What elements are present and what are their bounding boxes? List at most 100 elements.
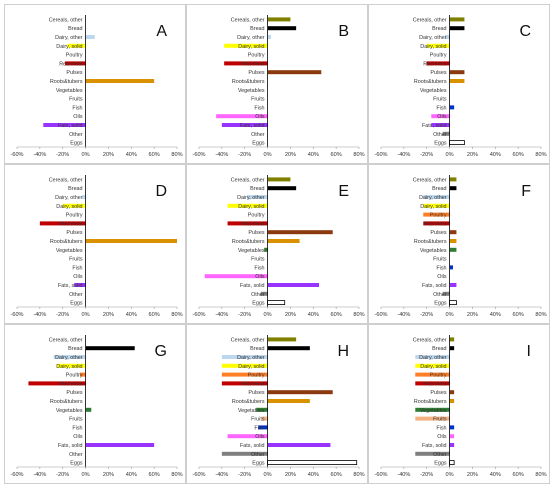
category-label: Vegetables <box>238 408 265 414</box>
category-label: Vegetables <box>238 248 265 254</box>
x-tick-label: 20% <box>467 472 478 478</box>
x-tick-label: -40% <box>215 312 228 318</box>
panel-letter: E <box>338 183 349 200</box>
category-label: Fish <box>436 265 446 271</box>
chart-svg: Cereals, other Bread Dairy, other Dairy, so… <box>374 335 547 478</box>
bar <box>449 79 465 83</box>
category-label: Fruits <box>251 417 265 423</box>
category-label: Eggs <box>252 461 265 467</box>
x-tick-label: 60% <box>513 152 524 158</box>
bar <box>449 283 457 287</box>
category-label: Dairy, other <box>55 355 83 361</box>
category-label: Dairy, solid <box>420 364 446 370</box>
category-label: Other <box>433 452 447 458</box>
x-tick-label: -20% <box>56 472 69 478</box>
bar <box>449 300 457 306</box>
bar <box>449 17 465 22</box>
category-label: Dairy, solid <box>238 44 264 50</box>
category-label: Other <box>251 452 265 458</box>
category-label: Fruits <box>69 97 83 103</box>
x-tick-label: 40% <box>490 472 501 478</box>
bar <box>449 177 457 182</box>
x-tick-label: -20% <box>238 312 251 318</box>
bar <box>85 443 155 447</box>
bar <box>28 381 86 386</box>
x-tick-label: 0% <box>264 152 272 158</box>
x-tick-label: -60% <box>10 472 23 478</box>
x-tick-label: -20% <box>56 312 69 318</box>
bar <box>258 425 268 430</box>
category-label: Red meat <box>241 221 265 227</box>
category-label: Fruits <box>433 97 447 103</box>
bar <box>449 230 457 235</box>
x-tick-label: 60% <box>149 152 160 158</box>
bar <box>449 425 455 430</box>
category-label: Roots&tubers <box>50 239 83 245</box>
category-label: Vegetables <box>420 408 447 414</box>
category-label: Fruits <box>69 257 83 263</box>
bar <box>85 346 135 351</box>
bar <box>221 372 268 377</box>
bar <box>57 363 86 368</box>
category-label: Other <box>69 452 83 458</box>
x-tick-label: -40% <box>33 472 46 478</box>
category-label: Other <box>433 132 447 138</box>
x-tick-label: 20% <box>285 312 296 318</box>
x-tick-label: -60% <box>374 472 387 478</box>
category-label: Eggs <box>252 141 265 147</box>
bar <box>426 43 450 48</box>
category-label: Fish <box>436 105 446 111</box>
category-label: Other <box>251 292 265 298</box>
x-tick-label: -20% <box>420 312 433 318</box>
panel-letter: G <box>154 343 167 360</box>
category-label: Oils <box>437 434 447 440</box>
category-label: Eggs <box>70 301 83 307</box>
category-label: Cereals, other <box>49 337 83 343</box>
panel-letter: D <box>155 183 167 200</box>
bar <box>221 363 268 368</box>
category-label: Dairy, solid <box>420 44 446 50</box>
category-label: Roots&tubers <box>232 399 265 405</box>
category-label: Red meat <box>59 221 83 227</box>
x-tick-label: 80% <box>353 312 364 318</box>
bar <box>67 43 86 48</box>
panel-letter: H <box>337 343 349 360</box>
category-label: Dairy, other <box>55 195 83 201</box>
x-tick-label: 40% <box>308 312 319 318</box>
category-label: Vegetables <box>420 248 447 254</box>
category-label: Cereals, other <box>231 17 265 23</box>
category-label: Dairy, other <box>55 35 83 41</box>
bar <box>267 283 319 287</box>
category-label: Dairy, solid <box>238 364 264 370</box>
x-tick-label: -60% <box>192 312 205 318</box>
x-tick-label: -40% <box>33 152 46 158</box>
x-tick-label: 80% <box>535 472 546 478</box>
category-label: Oils <box>255 274 265 280</box>
bar <box>256 407 268 412</box>
category-label: Fish <box>254 265 264 271</box>
chart-svg: Cereals, other Bread Dairy, other Dairy, so… <box>10 335 183 478</box>
bar <box>449 337 455 342</box>
chart-svg: Cereals, other Bread Dairy, other Dairy, so… <box>192 335 365 478</box>
x-tick-label: 80% <box>353 152 364 158</box>
x-tick-label: -60% <box>192 152 205 158</box>
category-label: Poultry <box>66 53 83 59</box>
category-label: Dairy, other <box>419 35 447 41</box>
chart-panel-i: Cereals, other Bread Dairy, other Dairy, so… <box>368 324 550 484</box>
category-label: Poultry <box>430 53 447 59</box>
category-label: Cereals, other <box>231 337 265 343</box>
x-tick-label: 40% <box>308 152 319 158</box>
category-label: Pulses <box>248 390 264 396</box>
category-label: Fish <box>72 265 82 271</box>
x-tick-label: 0% <box>82 152 90 158</box>
bar <box>82 195 86 199</box>
category-label: Dairy, solid <box>420 204 446 210</box>
chart-panel-d: Cereals, other Bread Dairy, other Dairy, so… <box>4 164 186 324</box>
category-label: Dairy, solid <box>56 44 82 50</box>
bar <box>449 140 465 146</box>
category-label: Red meat <box>59 381 83 387</box>
bar <box>221 355 268 359</box>
chart-panel-h: Cereals, other Bread Dairy, other Dairy, so… <box>186 324 368 484</box>
x-tick-label: 20% <box>467 312 478 318</box>
bar <box>264 247 268 252</box>
